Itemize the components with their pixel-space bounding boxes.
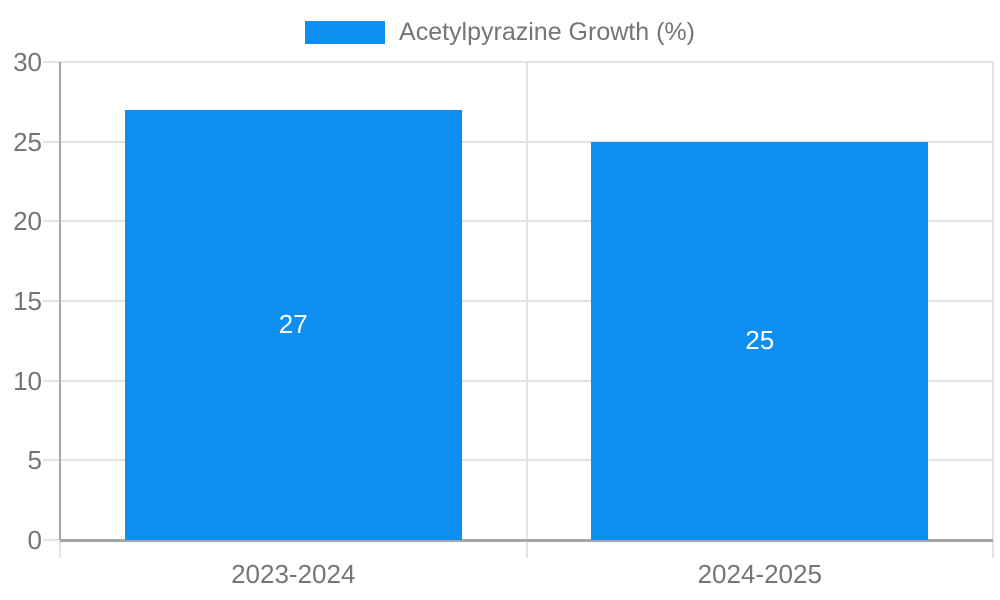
y-tick-label: 5 — [27, 445, 42, 476]
y-tick-label: 15 — [13, 286, 42, 316]
x-axis-line — [60, 539, 993, 542]
y-axis-tick — [43, 539, 60, 541]
x-tick-label: 2023-2024 — [231, 559, 356, 589]
legend-swatch — [305, 20, 386, 44]
bar-value-label: 25 — [745, 325, 775, 356]
x-tick-label: 2024-2025 — [697, 559, 822, 589]
y-tick-label: 25 — [13, 126, 42, 157]
y-tick-label: 30 — [13, 47, 42, 77]
bar[interactable]: 27 — [124, 109, 462, 540]
y-axis-tick — [43, 220, 60, 223]
bar-value-label: 27 — [278, 309, 308, 340]
x-axis-tick — [59, 540, 61, 558]
y-axis-tick — [43, 459, 60, 462]
category-divider — [525, 62, 528, 540]
y-axis-line — [59, 62, 61, 540]
legend[interactable]: Acetylpyrazine Growth (%) — [0, 16, 1000, 48]
x-axis-tick — [992, 540, 994, 558]
y-axis-tick — [43, 300, 60, 302]
y-tick-label: 0 — [27, 525, 42, 555]
y-tick-label: 10 — [13, 365, 42, 396]
legend-label: Acetylpyrazine Growth (%) — [399, 17, 695, 46]
y-tick-label: 20 — [13, 206, 42, 237]
y-axis-tick — [43, 140, 60, 143]
category-divider — [992, 62, 994, 540]
y-axis-tick — [43, 61, 60, 63]
bar[interactable]: 25 — [591, 141, 929, 540]
x-axis-tick — [525, 540, 528, 558]
y-axis-tick — [43, 379, 60, 382]
